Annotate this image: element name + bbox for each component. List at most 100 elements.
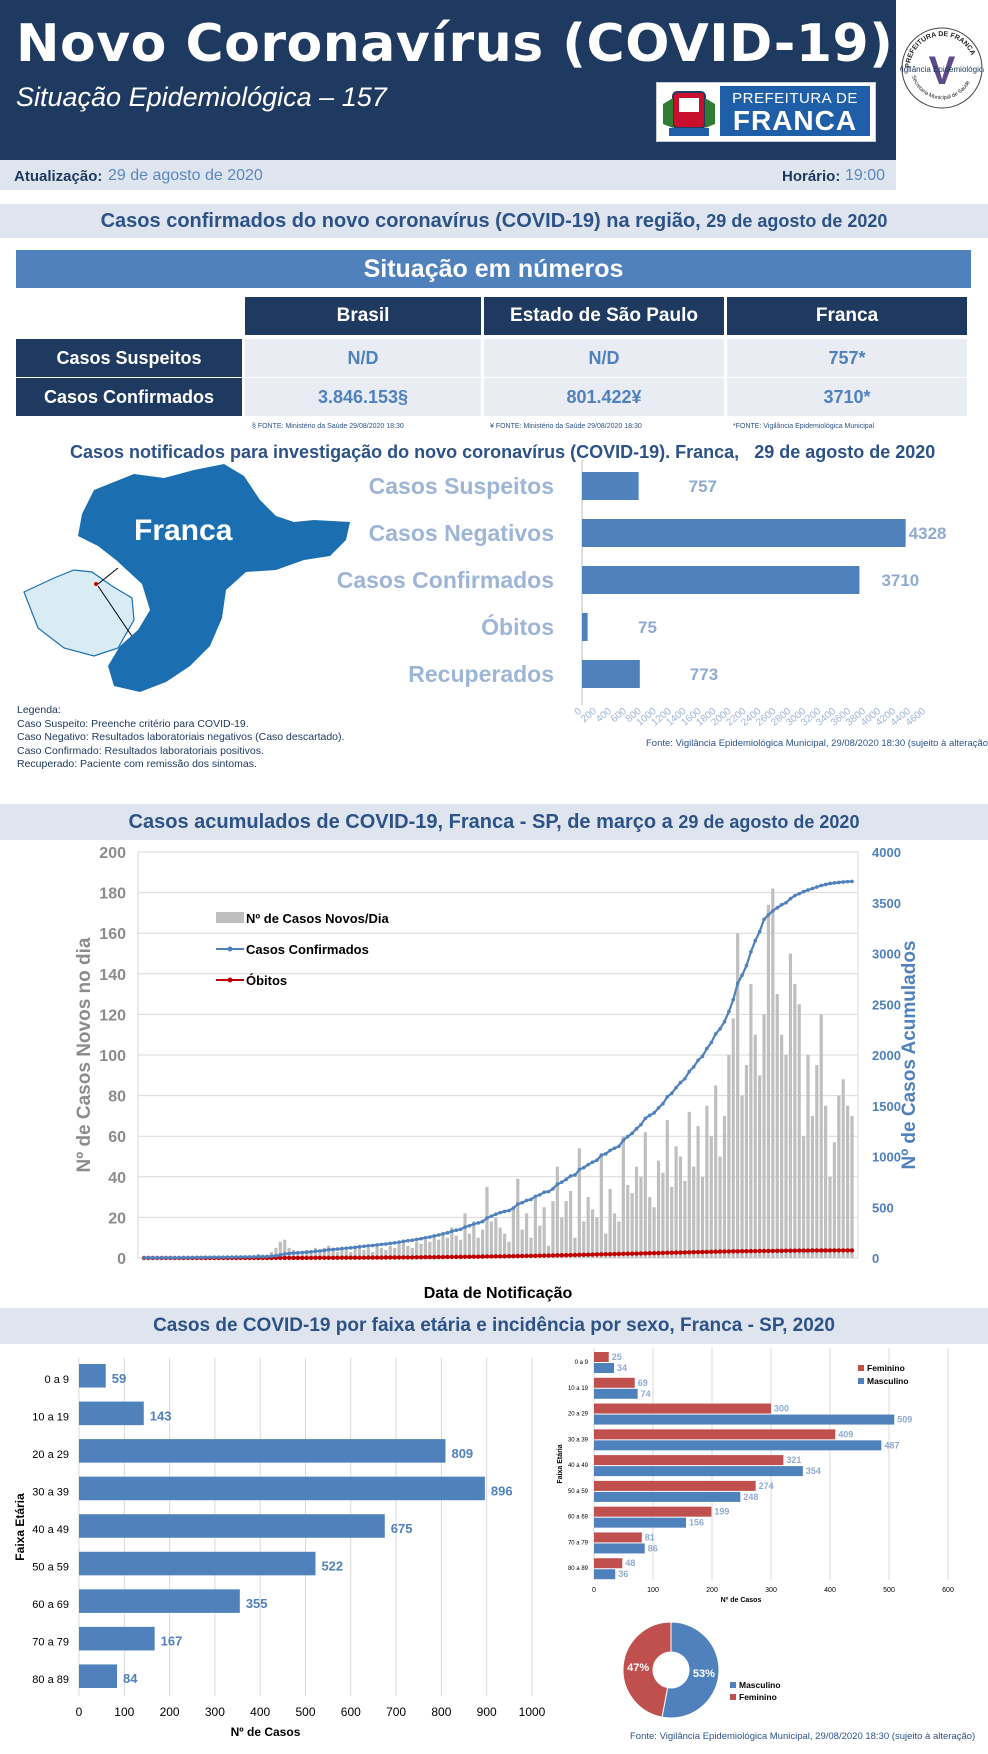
accum-deaths-point: [832, 1248, 837, 1253]
accum-confirmed-point: [546, 1189, 551, 1194]
accum-deaths-point: [656, 1250, 661, 1256]
update-label: Atualização:: [14, 168, 103, 185]
accum-confirmed-point: [639, 1122, 643, 1127]
accum-deaths-point: [775, 1248, 780, 1253]
accum-deaths-point: [326, 1255, 331, 1260]
notif-value-label: 75: [638, 618, 657, 637]
accum-confirmed-point: [507, 1208, 511, 1213]
accum-confirmed-point: [441, 1232, 445, 1236]
accum-ytick-label: 100: [99, 1048, 126, 1065]
donut-slice-masculino: [661, 1621, 720, 1719]
section3-band: Casos acumulados de COVID-19, Franca - S…: [0, 804, 988, 840]
accum-ytick-label: 140: [99, 967, 126, 984]
accum-new-case-bar: [463, 1213, 467, 1258]
accum-new-case-bar: [766, 904, 771, 1258]
accum-confirmed-point: [599, 1153, 604, 1157]
accum-y2tick-label: 2500: [872, 997, 901, 1012]
accum-new-case-bar: [441, 1233, 445, 1258]
accum-ytick-label: 60: [108, 1129, 126, 1146]
accum-confirmed-point: [850, 879, 854, 884]
accum-new-case-bar: [432, 1237, 436, 1258]
vigilancia-seal: PREFEITURA DE FRANCA Secretaria Municipa…: [900, 27, 984, 109]
accum-confirmed-point: [652, 1111, 656, 1115]
accum-new-case-bar: [608, 1188, 612, 1258]
accum-deaths-point: [827, 1248, 833, 1253]
accum-new-case-bar: [564, 1201, 568, 1258]
state-map-shape: [23, 569, 135, 657]
seal-mid-text: Vigilância Epidemiológica: [900, 65, 984, 74]
accum-confirmed-point: [326, 1247, 331, 1252]
notif-bar: [582, 519, 906, 547]
sex-legend-swatch: [858, 1365, 864, 1371]
city-coat-of-arms-icon: [663, 91, 715, 136]
accum-confirmed-point: [722, 1019, 727, 1024]
donut-legend-swatch: [730, 1694, 736, 1700]
accum-new-case-bar: [568, 1191, 573, 1258]
accum-confirmed-point: [744, 963, 749, 968]
legend-title: Legenda:: [17, 704, 61, 716]
accum-confirmed-point: [731, 997, 736, 1002]
age-bar: [79, 1589, 240, 1613]
accum-confirmed-point: [318, 1249, 322, 1253]
page-title: Novo Coronavírus (COVID-19): [16, 14, 894, 74]
sex-category-label: 10 a 19: [568, 1386, 589, 1392]
accum-confirmed-point: [489, 1214, 494, 1218]
accum-confirmed-point: [823, 882, 828, 887]
accum-new-case-bar: [656, 1160, 661, 1258]
donut-slice-label: 47%: [627, 1662, 649, 1674]
accum-ytick-label: 180: [99, 886, 126, 903]
accum-confirmed-point: [832, 881, 837, 885]
accum-new-case-bar: [771, 888, 775, 1258]
accum-confirmed-point: [696, 1058, 700, 1063]
accum-deaths-point: [748, 1248, 754, 1254]
accum-confirmed-point: [779, 902, 784, 907]
accum-confirmed-point: [366, 1244, 371, 1248]
cell-brasil-confirmados: 3.846.153§: [245, 378, 481, 416]
age-xtick-label: 100: [114, 1705, 134, 1719]
accum-deaths-point: [779, 1248, 784, 1253]
sex-value-label: 48: [625, 1558, 635, 1568]
accum-deaths-point: [432, 1254, 437, 1260]
legend-item-suspeito: Caso Suspeito: Preenche critério para CO…: [17, 717, 249, 730]
accum-new-case-bar: [621, 1136, 625, 1258]
row-label-confirmados: Casos Confirmados: [16, 378, 242, 416]
accum-confirmed-point: [234, 1255, 239, 1259]
accum-confirmed-point: [216, 1255, 221, 1259]
accum-confirmed-point: [674, 1085, 678, 1090]
age-bar: [79, 1664, 118, 1688]
accum-new-case-bar: [762, 1014, 766, 1258]
accum-deaths-point: [643, 1251, 648, 1256]
accum-deaths-point: [506, 1253, 512, 1259]
accum-confirmed-point: [190, 1255, 195, 1260]
accum-confirmed-point: [247, 1255, 252, 1259]
col-brasil: Brasil: [245, 297, 481, 335]
sex-value-label: 409: [838, 1429, 853, 1439]
accum-deaths-point: [647, 1251, 652, 1256]
sex-value-label: 274: [759, 1481, 774, 1491]
accum-new-case-bar: [806, 1055, 810, 1258]
accum-new-case-bar: [366, 1247, 370, 1258]
accum-confirmed-point: [256, 1254, 261, 1259]
accum-new-case-bar: [419, 1243, 423, 1258]
accum-deaths-point: [770, 1248, 776, 1254]
accum-confirmed-point: [300, 1250, 305, 1255]
map-label: Franca: [134, 514, 233, 547]
accum-confirmed-point: [428, 1235, 432, 1239]
accum-deaths-point: [295, 1255, 301, 1261]
sex-bar-masculino: [594, 1466, 803, 1477]
accum-legend-label: Óbitos: [246, 973, 287, 988]
sex-category-label: 60 a 69: [568, 1515, 589, 1521]
accum-confirmed-point: [617, 1144, 621, 1149]
accum-deaths-point: [458, 1254, 463, 1260]
accum-new-case-bar: [401, 1241, 406, 1258]
sex-bar-feminino: [594, 1506, 712, 1517]
accum-confirmed-point: [498, 1210, 502, 1215]
accum-y2tick-label: 0: [872, 1251, 879, 1266]
accum-deaths-point: [792, 1248, 798, 1253]
accum-confirmed-point: [450, 1229, 454, 1234]
accum-confirmed-point: [845, 879, 850, 884]
accum-new-case-bar: [379, 1247, 384, 1258]
accum-confirmed-point: [344, 1246, 349, 1250]
accum-new-case-bar: [494, 1217, 498, 1258]
age-category-label: 0 a 9: [45, 1374, 69, 1386]
